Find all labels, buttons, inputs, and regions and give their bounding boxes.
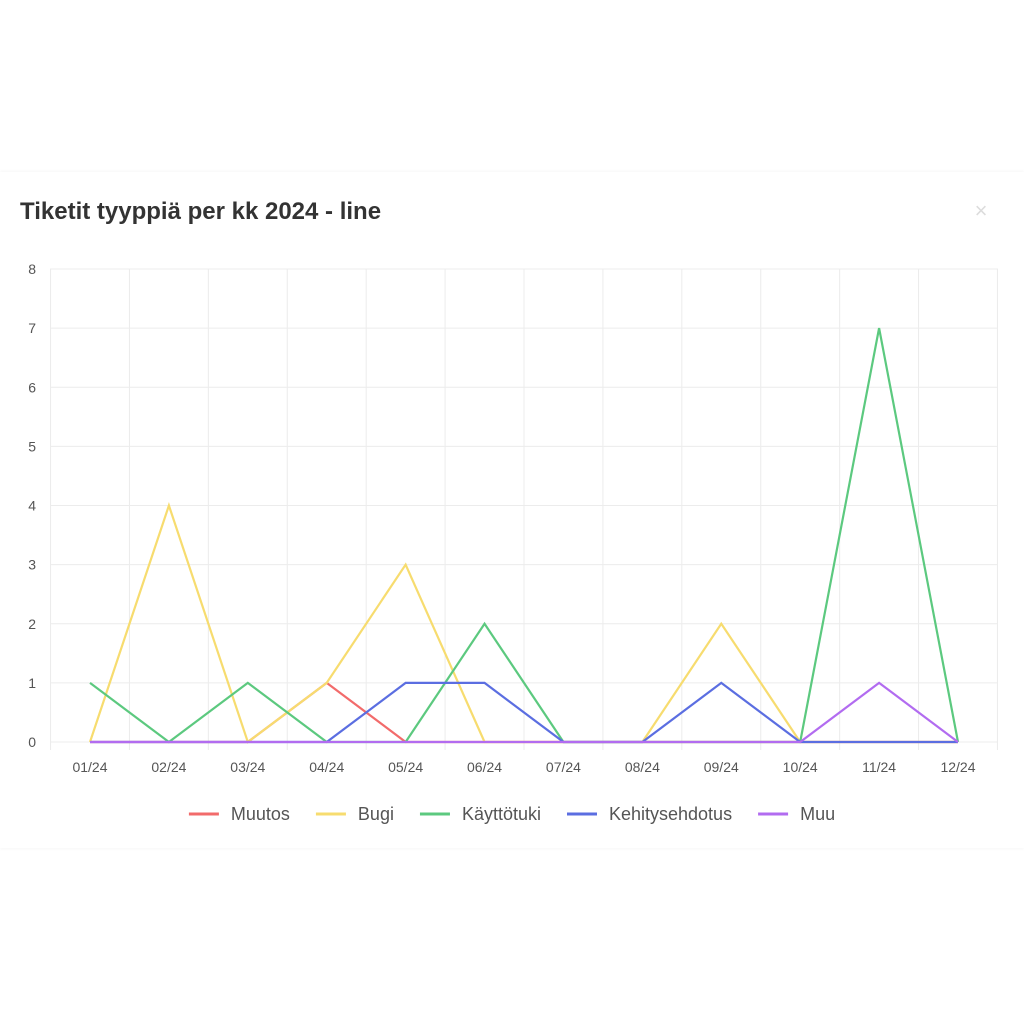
y-tick-label: 3 — [28, 557, 36, 573]
x-tick-label: 08/24 — [625, 759, 660, 775]
y-tick-label: 6 — [28, 379, 36, 395]
chart-series — [88, 327, 960, 744]
legend-item[interactable]: Bugi — [315, 804, 394, 824]
x-tick-label: 01/24 — [72, 759, 107, 775]
series-line-käyttötuki[interactable] — [89, 327, 960, 744]
legend-label: Muutos — [231, 804, 290, 824]
chart-grid — [50, 268, 998, 750]
legend-item[interactable]: Kehitysehdotus — [566, 804, 732, 824]
chart-legend: Muutos Bugi Käyttötuki Kehitysehdotus Muu — [188, 804, 835, 824]
x-tick-label: 05/24 — [388, 759, 423, 775]
legend-label: Bugi — [358, 804, 394, 824]
legend-label: Muu — [800, 804, 835, 824]
y-tick-label: 4 — [28, 498, 36, 514]
x-tick-label: 03/24 — [230, 759, 265, 775]
legend-item[interactable]: Käyttötuki — [419, 804, 541, 824]
legend-item[interactable]: Muu — [758, 804, 835, 824]
legend-label: Käyttötuki — [462, 804, 541, 824]
x-tick-label: 12/24 — [940, 759, 975, 775]
close-icon[interactable]: × — [974, 198, 988, 223]
y-tick-label: 7 — [28, 320, 36, 336]
chart-title: Tiketit tyyppiä per kk 2024 - line — [20, 198, 382, 225]
series-line-muu[interactable] — [90, 681, 959, 744]
y-tick-label: 8 — [28, 261, 36, 277]
x-tick-label: 07/24 — [546, 759, 581, 775]
y-tick-label: 1 — [28, 675, 36, 691]
legend-item[interactable]: Muutos — [188, 804, 290, 824]
x-tick-label: 02/24 — [151, 759, 186, 775]
x-tick-label: 04/24 — [309, 759, 344, 775]
x-tick-label: 09/24 — [704, 759, 739, 775]
y-tick-label: 5 — [28, 438, 36, 454]
legend-label: Kehitysehdotus — [609, 804, 732, 824]
line-chart: 0 1 2 3 4 5 6 7 8 01/24 02/24 03/24 04/24 05/24 06/24 0… — [28, 261, 998, 824]
y-tick-label: 2 — [28, 616, 36, 632]
chart-axes: 0 1 2 3 4 5 6 7 8 01/24 02/24 03/24 04/24 05/24 06/24 0… — [28, 261, 976, 775]
x-tick-label: 06/24 — [467, 759, 502, 775]
x-tick-label: 10/24 — [783, 759, 818, 775]
y-tick-label: 0 — [28, 734, 36, 750]
x-tick-label: 11/24 — [862, 759, 896, 775]
